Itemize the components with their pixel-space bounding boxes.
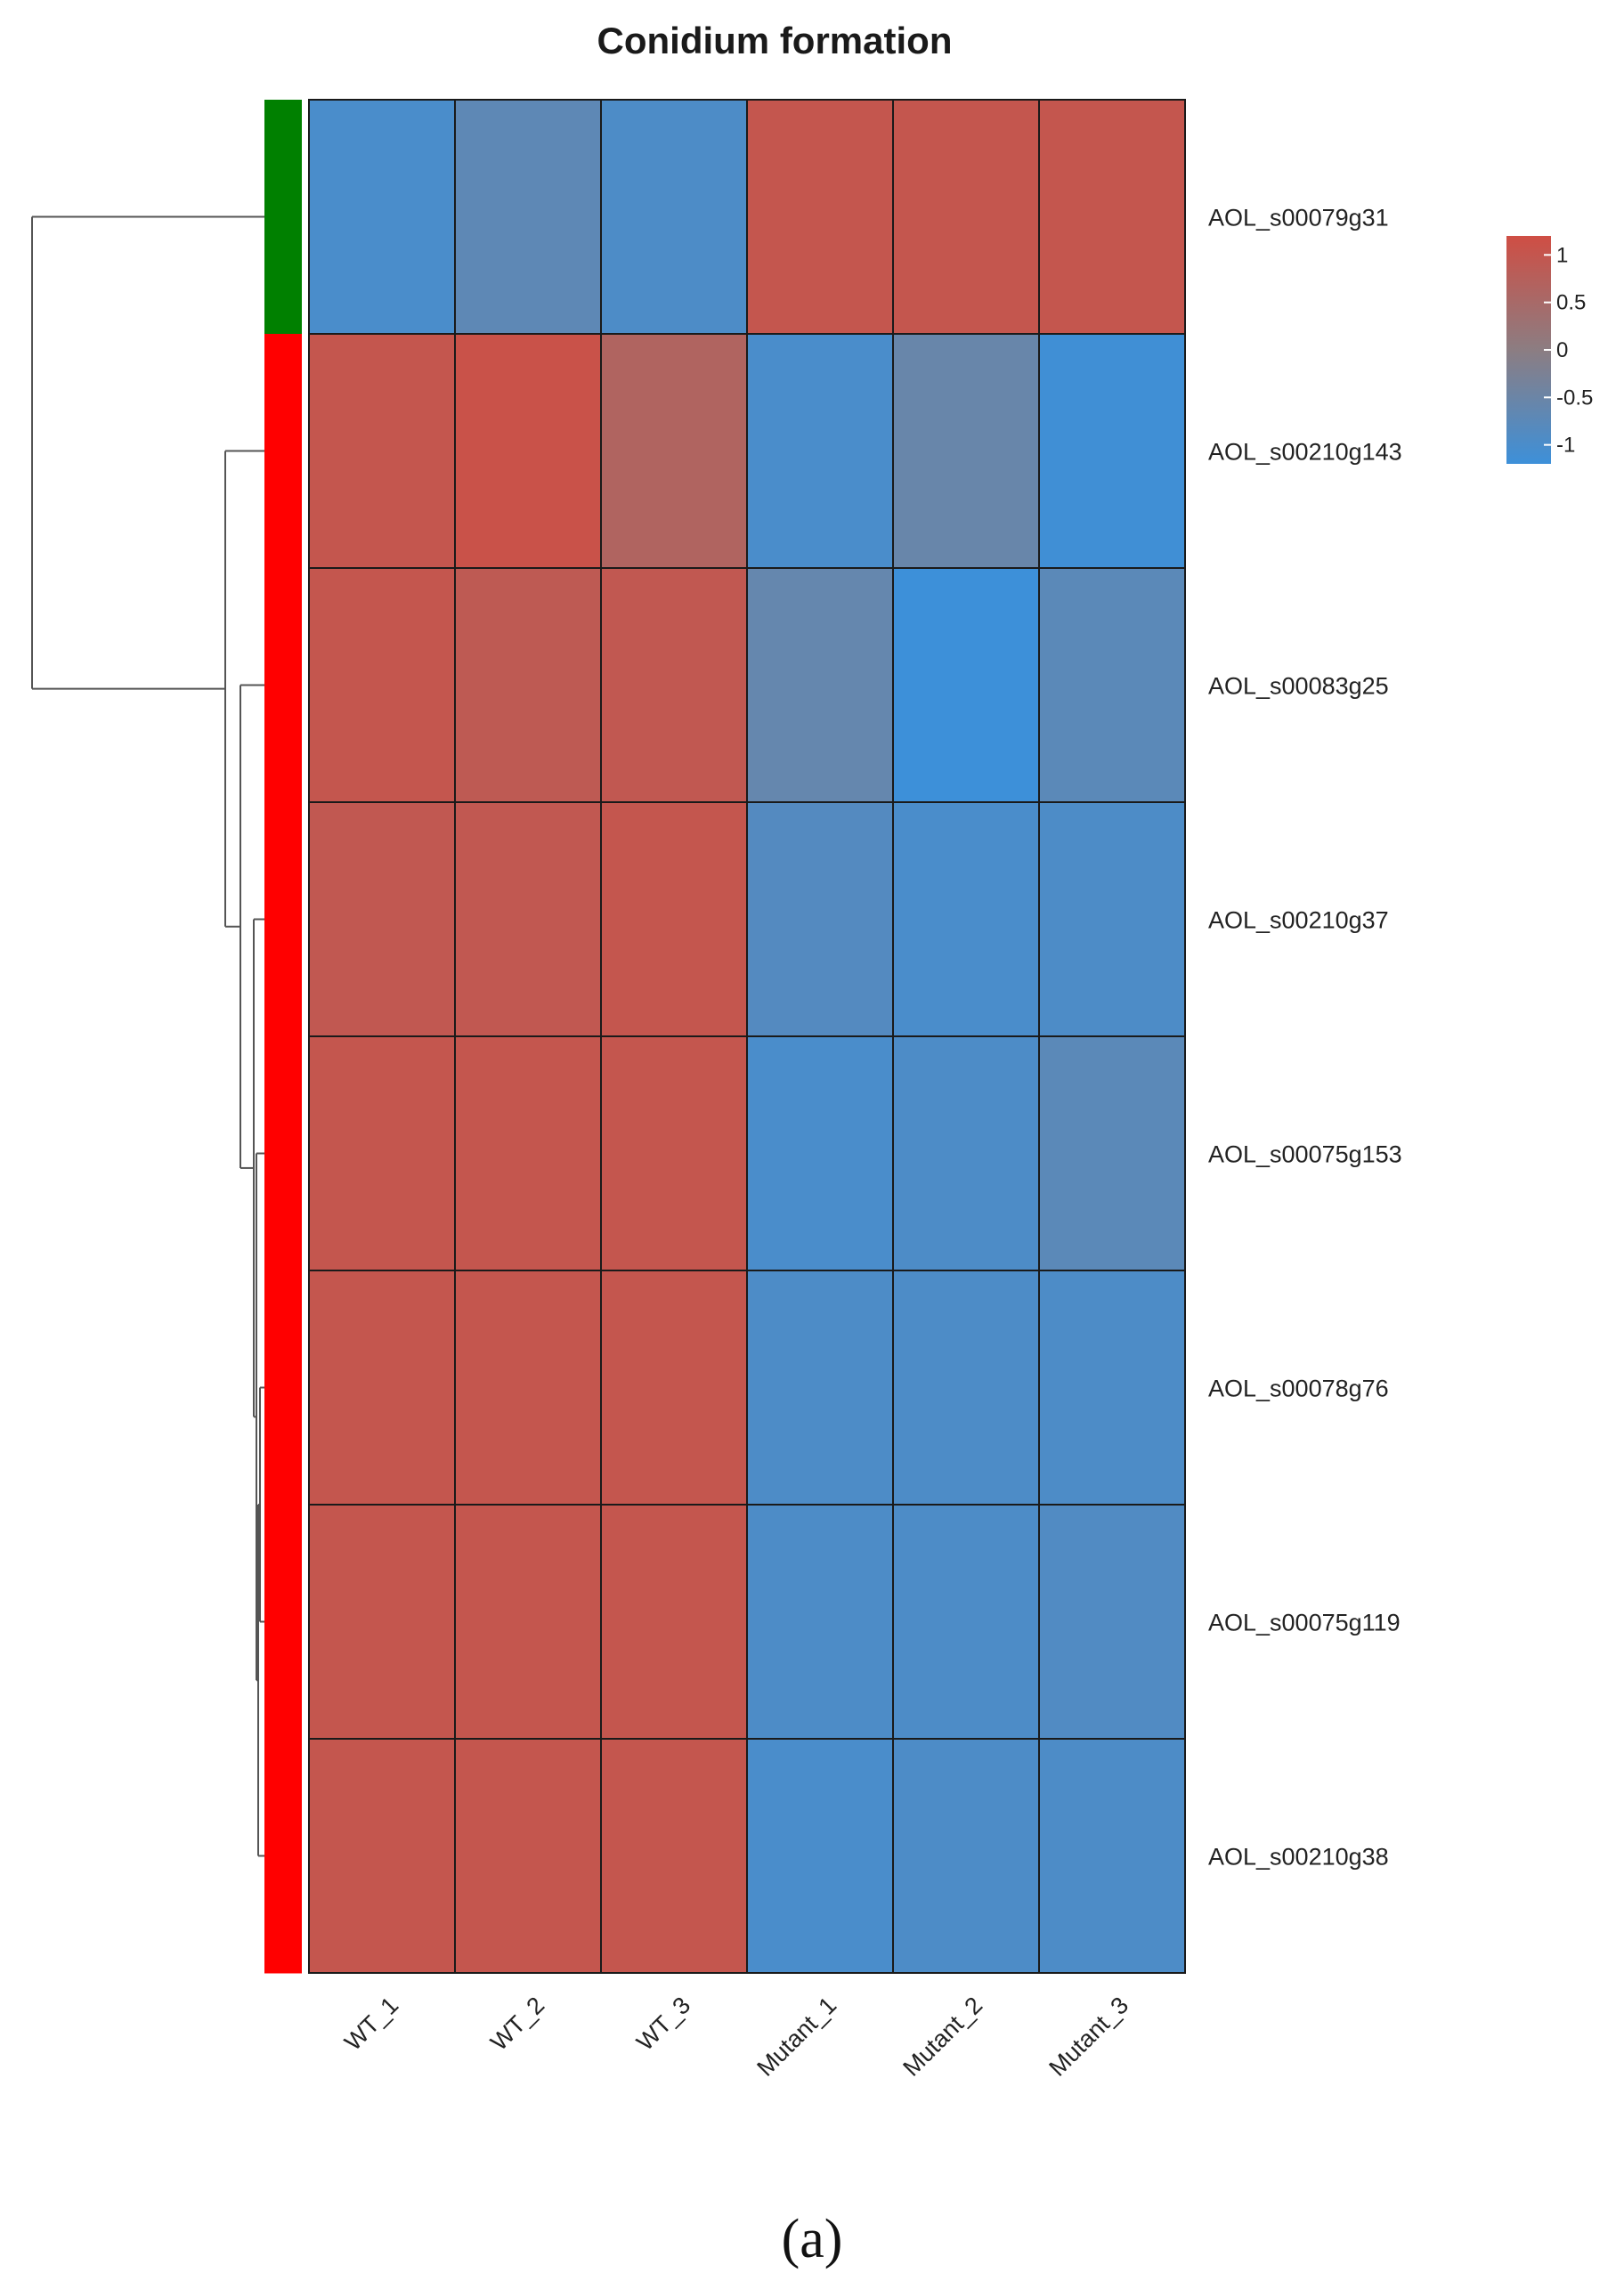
row-dendrogram	[31, 215, 264, 1857]
heatmap-cell	[600, 99, 748, 335]
heatmap-cell	[746, 1035, 894, 1271]
heatmap-cells	[308, 99, 1186, 1974]
heatmap-cell	[1038, 333, 1186, 569]
heatmap-cell	[892, 99, 1040, 335]
heatmap-cell	[1038, 1035, 1186, 1271]
heatmap-cell	[1038, 567, 1186, 803]
column-label: Mutant_2	[897, 1992, 987, 2082]
heatmap-cell	[454, 1035, 602, 1271]
heatmap-cell	[454, 567, 602, 803]
column-label: Mutant_3	[1043, 1992, 1133, 2082]
heatmap-cell	[600, 801, 748, 1037]
heatmap-cell	[308, 99, 456, 335]
heatmap-cell	[600, 1035, 748, 1271]
heatmap-cell	[454, 1270, 602, 1506]
row-label: AOL_s00210g143	[1208, 439, 1402, 466]
heatmap-cell	[308, 333, 456, 569]
cluster-bar-segment	[264, 334, 302, 569]
heatmap-cell	[600, 333, 748, 569]
row-labels: AOL_s00079g31 AOL_s00210g143 AOL_s00083g25…	[1208, 205, 1402, 1871]
legend-tick-label: 0.5	[1556, 291, 1586, 315]
heatmap-cell	[746, 801, 894, 1037]
row-label: AOL_s00078g76	[1208, 1376, 1389, 1402]
column-label: WT_3	[631, 1992, 695, 2056]
legend-tick-label: -1	[1556, 434, 1575, 458]
heatmap-cell	[1038, 99, 1186, 335]
heatmap-cell	[454, 99, 602, 335]
heatmap-cell	[892, 1738, 1040, 1974]
cluster-bar-segment	[264, 1739, 302, 1974]
legend-tick-label: 1	[1556, 243, 1568, 267]
heatmap-cell	[1038, 801, 1186, 1037]
heatmap-cell	[746, 567, 894, 803]
heatmap-cell	[600, 567, 748, 803]
cluster-bar-segment	[264, 568, 302, 803]
row-label: AOL_s00075g153	[1208, 1141, 1402, 1168]
row-label: AOL_s00075g119	[1208, 1610, 1401, 1636]
heatmap-cell	[308, 801, 456, 1037]
heatmap-cell	[454, 801, 602, 1037]
heatmap-cell	[892, 1270, 1040, 1506]
figure-caption: (a)	[782, 2209, 843, 2269]
heatmap-cell	[454, 1738, 602, 1974]
heatmap-cell	[308, 1504, 456, 1740]
cluster-bar-segment	[264, 1270, 302, 1506]
chart-title: Conidium formation	[597, 20, 953, 61]
cluster-bar-segment	[264, 802, 302, 1037]
heatmap-cell	[600, 1738, 748, 1974]
row-label: AOL_s00210g37	[1208, 907, 1389, 934]
heatmap-cell	[454, 333, 602, 569]
column-labels: WT_1 WT_2 WT_3 Mutant_1 Mutant_2 Mutant_3	[339, 1992, 1133, 2082]
heatmap-cell	[746, 1504, 894, 1740]
heatmap-cell	[892, 1035, 1040, 1271]
heatmap-cell	[892, 567, 1040, 803]
heatmap-cell	[454, 1504, 602, 1740]
heatmap-cell	[308, 567, 456, 803]
legend-tick-label: -0.5	[1556, 386, 1593, 410]
heatmap-cell	[892, 333, 1040, 569]
heatmap-cell	[600, 1504, 748, 1740]
heatmap-cell	[746, 333, 894, 569]
heatmap-cell	[746, 1738, 894, 1974]
row-label: AOL_s00210g38	[1208, 1844, 1389, 1871]
heatmap-cell	[746, 1270, 894, 1506]
legend-gradient-bar	[1506, 236, 1551, 464]
heatmap-cell	[1038, 1738, 1186, 1974]
heatmap-cell	[308, 1270, 456, 1506]
heatmap-cell	[892, 801, 1040, 1037]
color-legend: 1 0.5 0 -0.5 -1	[1506, 236, 1593, 464]
heatmap-cell	[746, 99, 894, 335]
heatmap-cell	[1038, 1270, 1186, 1506]
heatmap-cell	[308, 1035, 456, 1271]
column-label: Mutant_1	[751, 1992, 841, 2082]
heatmap-cell	[308, 1738, 456, 1974]
heatmap-cell	[600, 1270, 748, 1506]
column-label: WT_1	[339, 1992, 403, 2056]
heatmap-cell	[1038, 1504, 1186, 1740]
row-cluster-annotation-bar	[264, 100, 302, 1974]
legend-tick-label: 0	[1556, 338, 1568, 362]
row-label: AOL_s00083g25	[1208, 673, 1389, 700]
heatmap-cell	[892, 1504, 1040, 1740]
column-label: WT_2	[485, 1992, 549, 2056]
cluster-bar-segment	[264, 1036, 302, 1271]
row-label: AOL_s00079g31	[1208, 205, 1389, 231]
cluster-bar-segment	[264, 1505, 302, 1740]
cluster-bar-segment	[264, 100, 302, 335]
